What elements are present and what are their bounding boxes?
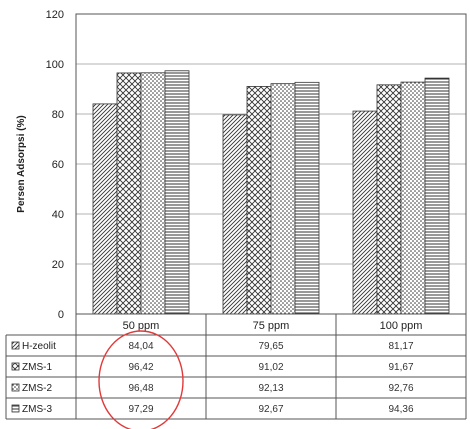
data-cell: 92,67 (258, 404, 283, 415)
legend-label: ZMS-1 (22, 362, 52, 373)
bar-zms-2-1 (270, 83, 296, 315)
bar-h-zeolit-2 (352, 110, 378, 315)
bar-zms-3-2 (424, 77, 450, 315)
data-cell: 84,04 (128, 341, 153, 352)
x-tick-label: 100 ppm (380, 320, 423, 332)
bar-zms-1-1 (246, 86, 272, 315)
data-cell: 79,65 (258, 341, 283, 352)
legend-swatch-zms-3 (11, 404, 20, 413)
y-tick-label: 120 (46, 9, 64, 21)
bar-zms-1-0 (116, 72, 142, 315)
highlight-ellipse (98, 330, 184, 429)
legend-label: ZMS-3 (22, 404, 52, 415)
bar-zms-3-1 (294, 81, 320, 315)
bar-zms-3-0 (164, 70, 190, 315)
y-tick-label: 60 (52, 159, 64, 171)
y-axis-label: Persen Adsorpsi (%) (16, 115, 27, 212)
data-cell: 91,67 (388, 362, 413, 373)
data-cell: 92,76 (388, 383, 413, 394)
y-tick-label: 0 (58, 309, 64, 321)
legend-label: ZMS-2 (22, 383, 52, 394)
legend-swatch-zms-1 (11, 362, 20, 371)
x-tick-label: 75 ppm (253, 320, 290, 332)
bar-zms-2-2 (400, 81, 426, 315)
bar-h-zeolit-1 (222, 114, 248, 315)
legend-swatch-h-zeolit (11, 341, 20, 350)
data-cell: 96,48 (128, 383, 153, 394)
y-tick-label: 20 (52, 259, 64, 271)
data-cell: 97,29 (128, 404, 153, 415)
x-tick-label: 50 ppm (123, 320, 160, 332)
y-tick-label: 40 (52, 209, 64, 221)
data-cell: 81,17 (388, 341, 413, 352)
bar-zms-2-0 (140, 72, 166, 315)
bar-h-zeolit-0 (92, 103, 118, 315)
y-tick-label: 80 (52, 109, 64, 121)
y-tick-label: 100 (46, 59, 64, 71)
data-cell: 94,36 (388, 404, 413, 415)
data-cell: 96,42 (128, 362, 153, 373)
plot-area-frame (75, 13, 467, 315)
legend-label: H-zeolit (22, 341, 56, 352)
data-cell: 92,13 (258, 383, 283, 394)
data-cell: 91,02 (258, 362, 283, 373)
bar-zms-1-2 (376, 84, 402, 315)
legend-swatch-zms-2 (11, 383, 20, 392)
